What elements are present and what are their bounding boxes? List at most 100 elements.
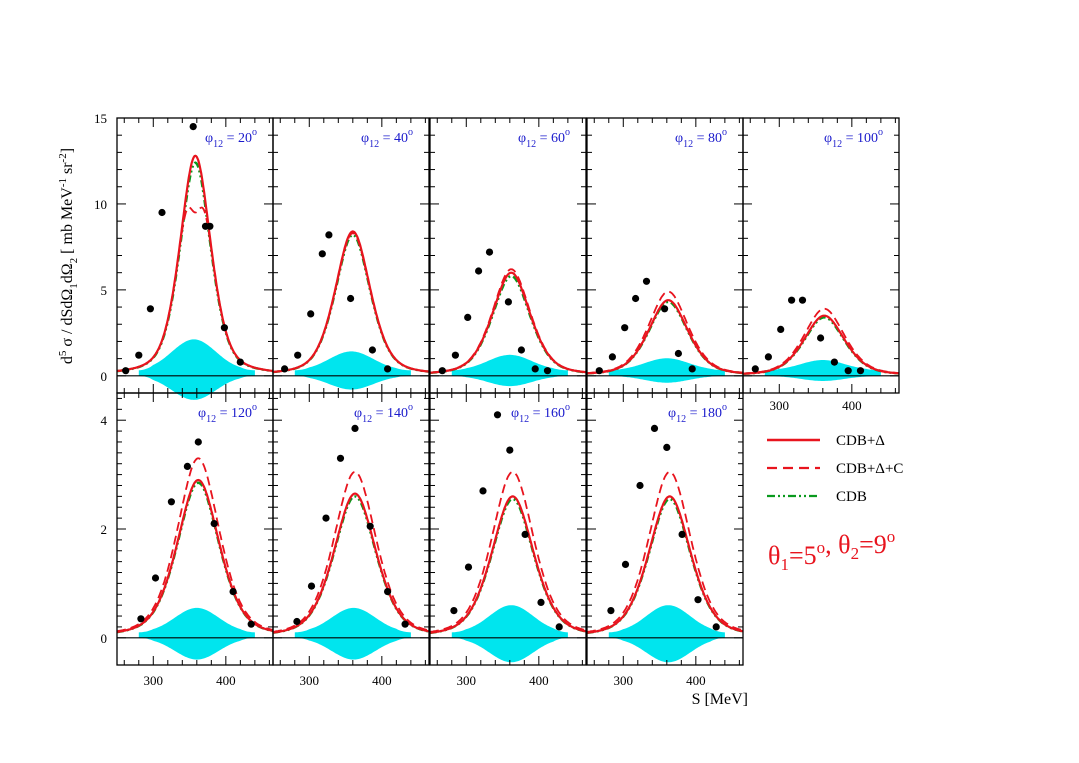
curve-cdb-delta bbox=[272, 492, 430, 634]
x-tick-label: 400 bbox=[529, 673, 549, 688]
data-point bbox=[450, 607, 458, 615]
x-tick-label: 400 bbox=[372, 673, 392, 688]
data-point bbox=[318, 250, 326, 258]
data-point bbox=[229, 588, 237, 596]
data-point bbox=[555, 623, 563, 631]
data-point bbox=[137, 615, 145, 623]
data-point bbox=[135, 351, 143, 359]
panel-phi-label: φ12 = 120o bbox=[198, 402, 257, 425]
data-point bbox=[674, 349, 683, 358]
uncertainty-band bbox=[608, 605, 725, 663]
data-point bbox=[146, 305, 154, 313]
data-point bbox=[607, 607, 615, 615]
data-point bbox=[608, 353, 617, 361]
data-point bbox=[206, 222, 214, 230]
curve-cdb-delta-c bbox=[272, 232, 429, 373]
curve-cdb-delta bbox=[586, 299, 743, 375]
curve-cdb-delta bbox=[273, 230, 430, 373]
data-point bbox=[325, 231, 333, 239]
data-point bbox=[384, 365, 392, 373]
x-tick-label: 400 bbox=[216, 673, 236, 688]
y-tick-label: 5 bbox=[101, 283, 108, 298]
curve-cdb-delta bbox=[429, 495, 587, 634]
data-point bbox=[366, 522, 374, 530]
curve-cdb-delta bbox=[586, 495, 744, 634]
y-axis-label: d5 σ / dSdΩ1dΩ2 [ mb MeV-1 sr-2] bbox=[57, 148, 80, 364]
data-point bbox=[236, 358, 244, 366]
y-tick-label: 15 bbox=[94, 111, 107, 126]
panel-phi-label: φ12 = 180o bbox=[668, 402, 727, 425]
data-point bbox=[493, 411, 502, 419]
data-point bbox=[464, 313, 472, 321]
uncertainty-band bbox=[451, 605, 568, 663]
data-point bbox=[438, 367, 446, 375]
legend: CDB+Δ CDB+Δ+C CDB bbox=[767, 433, 903, 505]
data-point bbox=[281, 365, 289, 373]
panel-phi-label: φ12 = 40o bbox=[361, 127, 413, 150]
x-tick-label: 300 bbox=[300, 673, 320, 688]
data-point bbox=[189, 123, 197, 131]
data-point bbox=[650, 424, 659, 432]
data-point bbox=[636, 481, 644, 490]
uncertainty-band bbox=[294, 607, 411, 660]
data-point bbox=[122, 367, 130, 375]
data-point bbox=[247, 620, 255, 628]
data-point bbox=[531, 365, 539, 373]
data-point bbox=[621, 560, 630, 569]
panel-phi-100: 300 400 φ12 = 100o bbox=[742, 117, 900, 413]
data-point bbox=[151, 574, 160, 582]
y-tick-label: 2 bbox=[101, 522, 108, 537]
panel-phi-label: φ12 = 60o bbox=[518, 127, 570, 150]
panel-phi-80: φ12 = 80o bbox=[586, 117, 744, 394]
legend-label-0: CDB+Δ bbox=[836, 433, 885, 449]
data-point bbox=[351, 424, 359, 432]
data-point bbox=[158, 208, 166, 217]
data-point bbox=[798, 296, 807, 304]
panel-phi-label: φ12 = 100o bbox=[824, 127, 883, 150]
panel-phi-140: 300 400 φ12 = 140o bbox=[272, 392, 430, 688]
x-tick-label: 300 bbox=[770, 398, 790, 413]
y-tick-label: 0 bbox=[101, 369, 108, 384]
data-point bbox=[401, 620, 409, 628]
panel-frame bbox=[429, 117, 587, 394]
data-point bbox=[830, 358, 839, 366]
uncertainty-band bbox=[451, 354, 568, 387]
data-point bbox=[694, 596, 702, 604]
angle-annotation: θ1=5o, θ2=9o bbox=[768, 527, 895, 574]
curve-cdb bbox=[586, 497, 744, 635]
uncertainty-band bbox=[608, 358, 725, 383]
data-point bbox=[506, 446, 514, 454]
data-point bbox=[661, 305, 669, 313]
x-axis-label: S [MeV] bbox=[692, 691, 748, 708]
data-point bbox=[307, 582, 316, 590]
y-tick-label: 10 bbox=[94, 197, 107, 212]
data-point bbox=[368, 346, 376, 354]
data-point bbox=[451, 351, 459, 359]
data-point bbox=[475, 267, 483, 275]
data-point bbox=[384, 588, 392, 596]
data-point bbox=[844, 367, 852, 375]
panels-group: 0 5 10 15 φ12 = 20o φ12 = 40o φ12 = 60o φ12 = 8… bbox=[94, 111, 900, 688]
data-point bbox=[307, 310, 315, 318]
panel-phi-label: φ12 = 160o bbox=[511, 402, 570, 425]
data-point bbox=[678, 530, 686, 539]
curve-cdb-delta-c bbox=[272, 470, 430, 633]
uncertainty-band bbox=[138, 607, 255, 660]
data-point bbox=[322, 514, 330, 522]
data-point bbox=[194, 438, 202, 446]
data-point bbox=[712, 623, 720, 631]
data-point bbox=[856, 367, 865, 375]
data-point bbox=[485, 248, 494, 256]
data-point bbox=[751, 365, 759, 373]
y-tick-label: 4 bbox=[101, 413, 108, 428]
curve-cdb-delta bbox=[430, 271, 587, 374]
data-point bbox=[788, 296, 796, 304]
data-point bbox=[294, 351, 302, 359]
panel-phi-120: 300 400 0 2 4 φ12 = 120o bbox=[101, 392, 274, 688]
panel-frame bbox=[742, 117, 900, 394]
data-point bbox=[595, 367, 603, 375]
data-point bbox=[183, 462, 191, 470]
data-point bbox=[817, 334, 825, 342]
data-point bbox=[464, 563, 473, 571]
